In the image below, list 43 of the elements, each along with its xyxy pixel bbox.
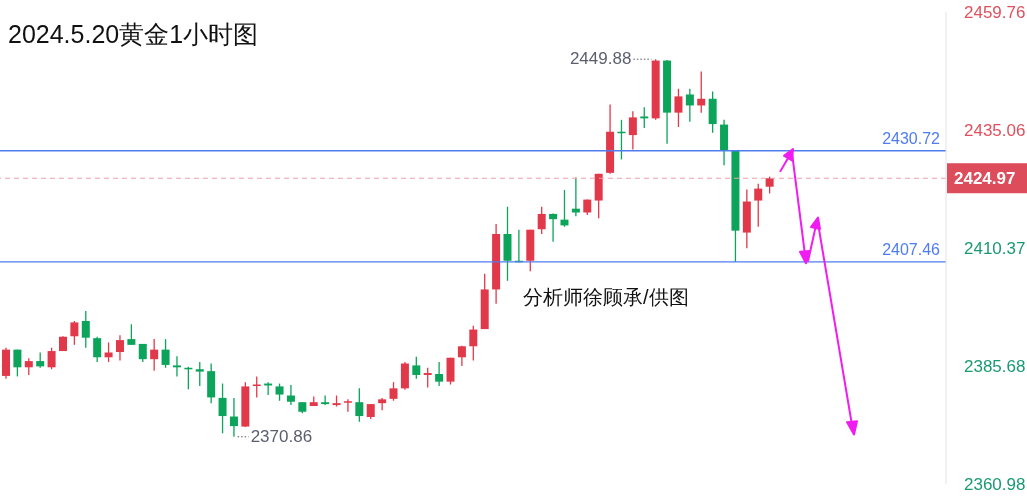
- candlestick: [286, 384, 295, 406]
- candlestick: [389, 381, 398, 402]
- y-tick-label: 2459.76: [964, 2, 1026, 22]
- candlestick: [93, 336, 102, 363]
- y-tick-label: 2435.06: [964, 120, 1026, 140]
- annotation: 2370.86: [250, 426, 313, 446]
- candlestick: [150, 338, 159, 372]
- candlestick: [549, 212, 558, 243]
- candlestick: [321, 394, 330, 406]
- annotation: 分析师徐顾承/供图: [523, 286, 689, 308]
- candlestick: [435, 361, 444, 387]
- y-tick-label: 2410.37: [964, 238, 1026, 258]
- candlestick: [640, 106, 649, 129]
- candlestick: [537, 206, 546, 235]
- chart-title: 2024.5.20黄金1小时图: [8, 19, 259, 50]
- candlestick: [343, 398, 352, 413]
- candlestick: [13, 348, 22, 378]
- candlestick: [218, 382, 227, 434]
- candlestick: [674, 88, 683, 128]
- candlestick: [172, 355, 181, 378]
- candlestick: [161, 338, 170, 369]
- candlestick: [423, 367, 432, 389]
- candlestick: [469, 325, 478, 362]
- ref-line-label: 2430.72: [882, 129, 941, 147]
- candlestick: [378, 397, 387, 411]
- candlestick: [412, 356, 421, 380]
- candlestick: [685, 88, 694, 123]
- candlestick: [81, 310, 90, 349]
- ref-line-label: 2424.97: [954, 169, 1016, 189]
- candlestick: [446, 357, 455, 386]
- candlestick: [229, 397, 238, 438]
- annotation: 2449.88: [569, 49, 632, 69]
- ref-line-label: 2407.46: [882, 240, 941, 258]
- candlestick: [628, 110, 637, 151]
- candlestick: [195, 361, 204, 387]
- candlestick: [115, 334, 124, 362]
- candlestick: [355, 387, 364, 423]
- candlestick: [70, 320, 79, 346]
- candlestick: [127, 323, 136, 346]
- candlestick: [754, 183, 763, 228]
- y-tick-label: 2360.98: [964, 474, 1026, 494]
- candlestick: [47, 347, 56, 370]
- y-tick-label: 2385.68: [964, 356, 1026, 376]
